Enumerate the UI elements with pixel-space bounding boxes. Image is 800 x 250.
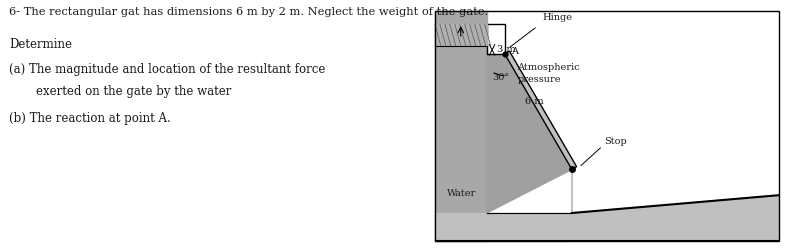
Bar [486, 213, 572, 241]
Polygon shape [572, 170, 778, 241]
Text: 3 m: 3 m [497, 45, 516, 54]
Text: Hinge: Hinge [542, 13, 573, 22]
Polygon shape [505, 51, 577, 170]
Polygon shape [486, 54, 572, 213]
Bar [435, 11, 486, 241]
Text: Atmospheric
pressure: Atmospheric pressure [518, 63, 580, 84]
Text: Stop: Stop [605, 138, 627, 146]
Bar [435, 24, 486, 46]
Bar [486, 24, 505, 54]
Text: Determine: Determine [10, 38, 72, 51]
Bar [435, 11, 778, 241]
Bar [435, 213, 486, 241]
Text: 6 m: 6 m [526, 96, 544, 106]
Text: 6- The rectangular gat has dimensions 6 m by 2 m. Neglect the weight of the gate: 6- The rectangular gat has dimensions 6 … [10, 7, 489, 17]
Text: (b) The reaction at point A.: (b) The reaction at point A. [10, 112, 171, 125]
Bar [435, 11, 778, 241]
Text: 30°: 30° [492, 73, 509, 82]
Text: (a) The magnitude and location of the resultant force: (a) The magnitude and location of the re… [10, 63, 326, 76]
Text: exerted on the gate by the water: exerted on the gate by the water [36, 86, 232, 98]
Text: Water: Water [447, 189, 476, 198]
Text: A: A [511, 46, 518, 56]
